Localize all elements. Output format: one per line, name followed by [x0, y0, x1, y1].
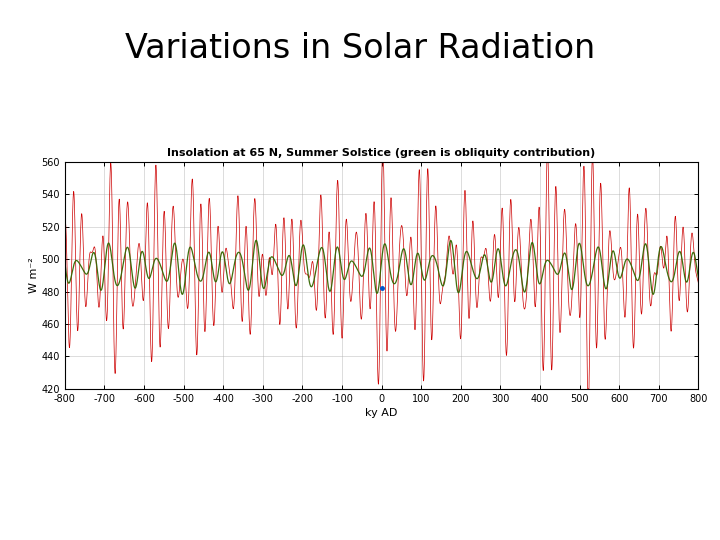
Title: Insolation at 65 N, Summer Solstice (green is obliquity contribution): Insolation at 65 N, Summer Solstice (gre…	[168, 148, 595, 158]
Text: Variations in Solar Radiation: Variations in Solar Radiation	[125, 32, 595, 65]
X-axis label: ky AD: ky AD	[366, 408, 397, 418]
Y-axis label: W m⁻²: W m⁻²	[29, 258, 39, 293]
